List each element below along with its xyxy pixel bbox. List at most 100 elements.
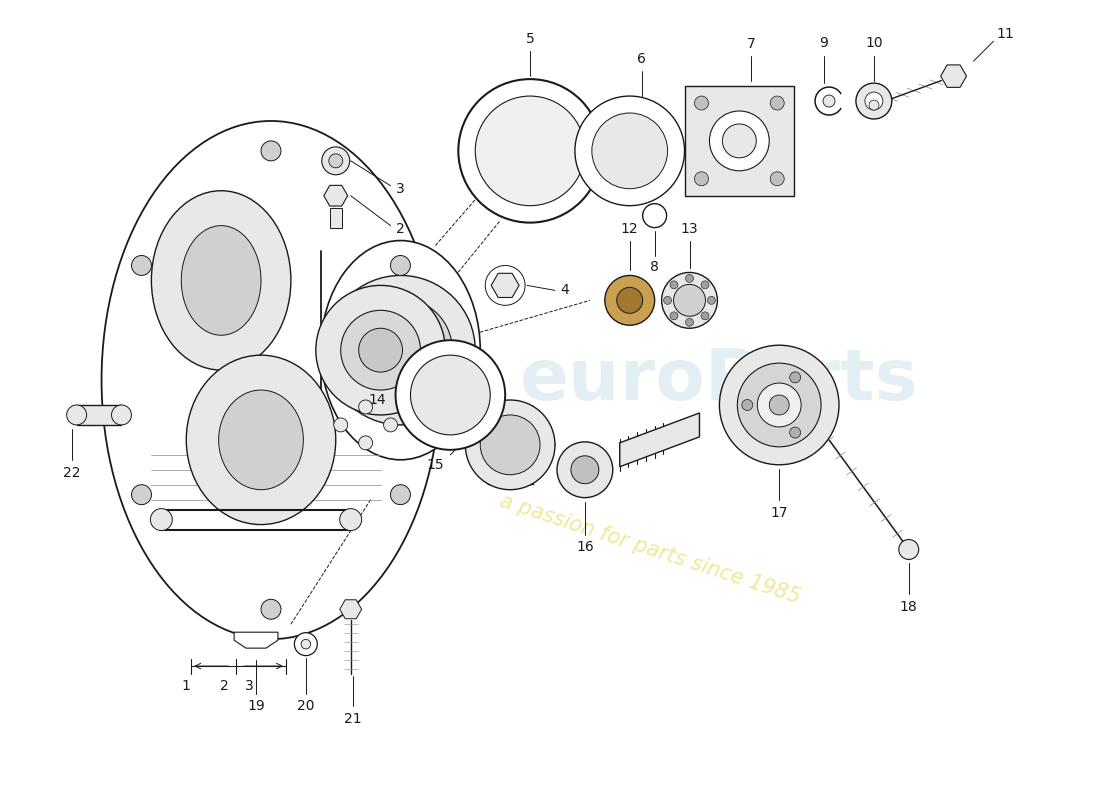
Circle shape (575, 96, 684, 206)
Text: 20: 20 (297, 699, 315, 713)
Text: 11: 11 (997, 27, 1014, 42)
Polygon shape (330, 208, 342, 228)
Text: 6: 6 (637, 52, 646, 66)
Polygon shape (940, 65, 967, 87)
Circle shape (823, 95, 835, 107)
Polygon shape (234, 632, 278, 648)
Ellipse shape (321, 241, 481, 460)
Polygon shape (619, 413, 700, 466)
Circle shape (410, 355, 491, 435)
Text: 21: 21 (344, 712, 362, 726)
Text: 4: 4 (561, 283, 570, 298)
Circle shape (459, 79, 602, 222)
Circle shape (865, 92, 883, 110)
Circle shape (322, 147, 350, 174)
Text: 18: 18 (900, 600, 917, 614)
Text: 7: 7 (747, 38, 756, 51)
Circle shape (349, 298, 452, 402)
Text: 14: 14 (367, 393, 386, 407)
Ellipse shape (152, 190, 290, 370)
Circle shape (67, 405, 87, 425)
Text: 2: 2 (396, 222, 405, 235)
Circle shape (132, 255, 152, 275)
Text: 13: 13 (681, 222, 698, 235)
Circle shape (132, 485, 152, 505)
Circle shape (790, 427, 801, 438)
Text: 22: 22 (63, 466, 80, 480)
Polygon shape (77, 405, 121, 425)
Text: 2: 2 (220, 679, 229, 693)
Text: 19: 19 (248, 699, 265, 713)
Circle shape (694, 172, 708, 186)
Text: 15: 15 (427, 458, 444, 472)
Circle shape (465, 400, 556, 490)
Polygon shape (323, 186, 348, 206)
Circle shape (111, 405, 132, 425)
Circle shape (670, 281, 678, 289)
Circle shape (359, 436, 373, 450)
Circle shape (856, 83, 892, 119)
Text: a passion for parts since 1985: a passion for parts since 1985 (497, 491, 803, 608)
Circle shape (390, 485, 410, 505)
Circle shape (723, 124, 757, 158)
Circle shape (663, 296, 672, 304)
Circle shape (899, 539, 918, 559)
Circle shape (384, 418, 397, 432)
Ellipse shape (182, 226, 261, 335)
Circle shape (340, 509, 362, 530)
Circle shape (770, 172, 784, 186)
Polygon shape (684, 86, 794, 196)
Circle shape (685, 318, 693, 326)
Circle shape (770, 96, 784, 110)
Circle shape (701, 281, 710, 289)
Circle shape (710, 111, 769, 170)
Circle shape (719, 345, 839, 465)
Circle shape (592, 113, 668, 189)
Circle shape (757, 383, 801, 427)
Circle shape (571, 456, 598, 484)
Text: 9: 9 (820, 36, 828, 50)
Circle shape (481, 415, 540, 474)
Circle shape (605, 275, 654, 326)
Text: 12: 12 (620, 222, 638, 235)
Circle shape (557, 442, 613, 498)
Text: 5: 5 (526, 32, 535, 46)
Circle shape (694, 96, 708, 110)
Circle shape (316, 286, 446, 415)
Circle shape (869, 100, 879, 110)
Circle shape (701, 312, 710, 320)
Circle shape (261, 141, 280, 161)
Text: 8: 8 (650, 261, 659, 274)
Circle shape (661, 273, 717, 328)
Circle shape (475, 96, 585, 206)
Circle shape (261, 599, 280, 619)
Polygon shape (492, 274, 519, 298)
Circle shape (295, 633, 317, 656)
Circle shape (707, 296, 715, 304)
Ellipse shape (101, 121, 440, 639)
Text: 3: 3 (396, 182, 405, 196)
Circle shape (396, 340, 505, 450)
Circle shape (329, 154, 343, 168)
Text: euroParts: euroParts (520, 346, 918, 414)
Circle shape (301, 639, 310, 649)
Ellipse shape (186, 355, 336, 525)
Circle shape (617, 287, 642, 314)
Polygon shape (340, 600, 362, 618)
Circle shape (326, 275, 475, 425)
Circle shape (390, 255, 410, 275)
Text: 16: 16 (576, 541, 594, 554)
Circle shape (359, 328, 403, 372)
Circle shape (673, 285, 705, 316)
Circle shape (341, 310, 420, 390)
Text: 3: 3 (244, 679, 253, 693)
Circle shape (333, 418, 348, 432)
Circle shape (737, 363, 821, 447)
Circle shape (741, 399, 752, 410)
Text: 1: 1 (182, 679, 190, 693)
Text: 10: 10 (865, 36, 882, 50)
Circle shape (790, 372, 801, 383)
Circle shape (769, 395, 789, 415)
Ellipse shape (219, 390, 304, 490)
Circle shape (151, 509, 173, 530)
